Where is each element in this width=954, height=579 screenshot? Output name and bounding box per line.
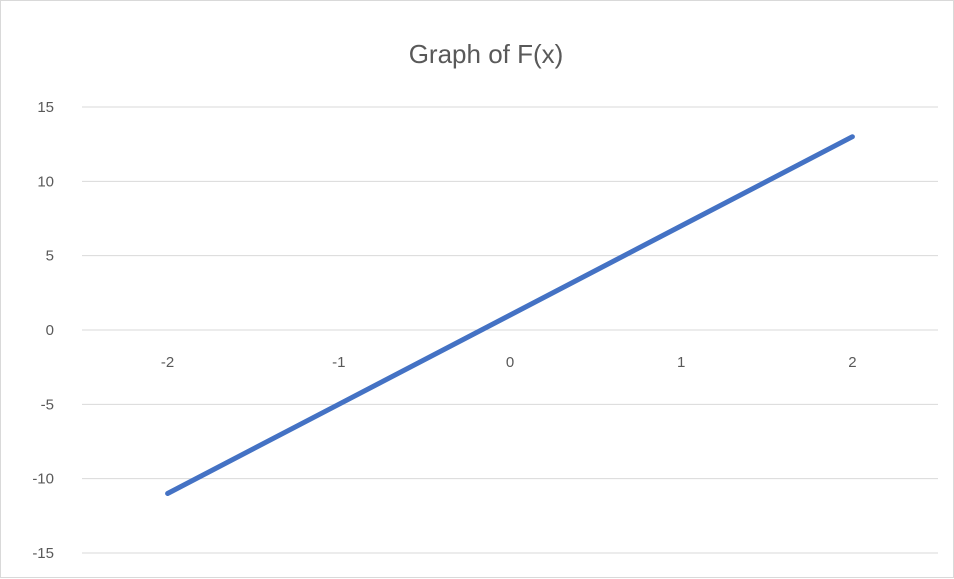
series-layer (165, 134, 855, 496)
y-tick-label: -15 (32, 545, 54, 562)
x-tick-label: -2 (161, 354, 174, 371)
y-tick-label: -10 (32, 471, 54, 488)
y-tick-label: 5 (46, 248, 54, 265)
x-axis-tick-labels: -2 -1 0 1 2 (161, 354, 857, 371)
y-tick-label: 10 (37, 173, 54, 190)
y-tick-label: 15 (37, 99, 54, 116)
x-tick-label: 0 (506, 354, 514, 371)
y-tick-label: -5 (41, 396, 54, 413)
chart-title: Graph of F(x) (409, 39, 564, 69)
x-tick-label: 1 (677, 354, 685, 371)
series-line (165, 134, 855, 496)
gridlines (82, 106, 938, 554)
y-tick-label: 0 (46, 322, 54, 339)
x-tick-label: -1 (332, 354, 345, 371)
x-tick-label: 2 (848, 354, 856, 371)
y-axis-tick-labels: 15 10 5 0 -5 -10 -15 (32, 99, 54, 562)
